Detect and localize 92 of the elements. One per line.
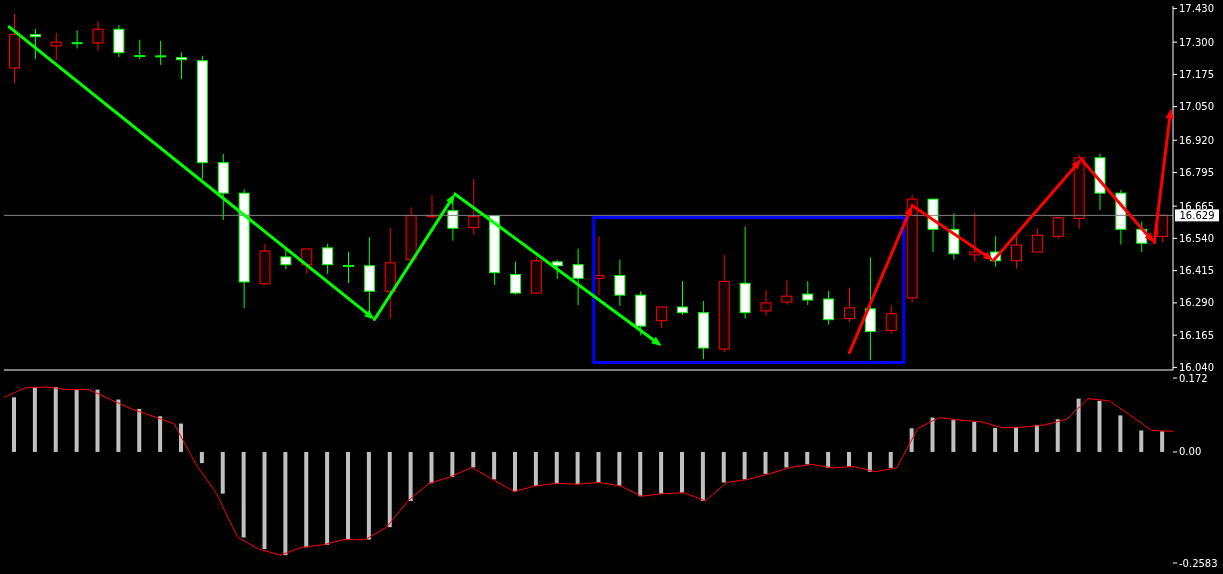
bar xyxy=(554,451,559,484)
bar xyxy=(95,389,100,452)
bar xyxy=(429,451,434,484)
bar xyxy=(888,451,893,468)
candlestick xyxy=(113,24,125,58)
bar xyxy=(596,451,601,483)
candlestick xyxy=(760,289,772,317)
bar xyxy=(53,387,58,452)
candlestick xyxy=(92,20,104,52)
bar xyxy=(408,451,413,501)
candlestick xyxy=(259,243,271,286)
bar xyxy=(471,451,476,468)
bar xyxy=(721,451,726,483)
candlestick xyxy=(697,300,709,360)
bar xyxy=(972,421,977,452)
y-tick-label: 17.050 xyxy=(1179,101,1214,113)
bar xyxy=(680,451,684,493)
y-tick-label: 0.172 xyxy=(1179,372,1208,384)
bar xyxy=(638,451,643,497)
bar xyxy=(492,451,497,480)
candlestick xyxy=(71,29,83,49)
bar xyxy=(199,451,204,464)
bar xyxy=(1160,431,1165,452)
bar xyxy=(575,451,580,485)
ref-line-label: 16.629 xyxy=(1179,210,1215,222)
bar xyxy=(513,451,517,492)
bar xyxy=(784,451,789,468)
bar xyxy=(993,427,998,452)
y-tick-label: 16.795 xyxy=(1179,167,1214,179)
bar xyxy=(262,451,267,550)
bar xyxy=(137,408,142,452)
candlestick xyxy=(677,280,688,316)
y-tick-label: 17.430 xyxy=(1179,3,1214,15)
bar xyxy=(1139,430,1144,452)
bar xyxy=(826,451,831,468)
bar xyxy=(930,417,935,452)
bar xyxy=(763,451,768,474)
bar xyxy=(742,451,747,480)
y-tick-label: 16.665 xyxy=(1179,200,1214,212)
bar xyxy=(951,420,956,452)
bar xyxy=(867,451,872,472)
candlestick xyxy=(844,287,855,323)
bar xyxy=(74,389,79,452)
candlestick xyxy=(906,194,918,303)
bar xyxy=(346,451,350,540)
y-tick-label: 16.165 xyxy=(1179,329,1214,341)
candlestick xyxy=(238,188,250,309)
bar xyxy=(1014,427,1018,452)
bar xyxy=(450,451,455,477)
bar xyxy=(283,451,288,556)
bar xyxy=(1055,419,1060,452)
bar xyxy=(1076,398,1081,452)
y-tick-label: 17.300 xyxy=(1179,36,1214,48)
candlestick xyxy=(1073,153,1085,230)
candlestick xyxy=(447,202,459,242)
candlestick xyxy=(593,235,605,296)
bar xyxy=(805,451,810,465)
candlestick xyxy=(176,51,187,80)
bar xyxy=(659,451,664,494)
candlestick xyxy=(468,178,480,236)
bar xyxy=(1097,400,1102,452)
bar xyxy=(366,451,371,540)
y-tick-label: 17.175 xyxy=(1179,68,1214,80)
bar xyxy=(304,451,309,548)
y-tick-label: 16.290 xyxy=(1179,297,1214,309)
bar xyxy=(220,451,225,494)
bar xyxy=(1118,415,1123,452)
y-tick-label: 16.415 xyxy=(1179,265,1214,277)
bar xyxy=(241,451,246,538)
bar xyxy=(116,399,121,452)
y-tick-label: 16.540 xyxy=(1179,232,1214,244)
candlestick xyxy=(739,225,751,320)
bar xyxy=(1034,424,1039,452)
bar xyxy=(12,397,16,452)
bar xyxy=(387,451,392,528)
bar xyxy=(533,451,538,486)
y-tick-label: 16.920 xyxy=(1179,134,1214,146)
candlestick xyxy=(572,248,584,306)
bar xyxy=(158,416,163,452)
bar xyxy=(325,451,330,545)
candlestick xyxy=(280,248,292,270)
candlestick xyxy=(864,256,876,361)
bar xyxy=(32,387,37,452)
candlestick xyxy=(9,13,20,84)
candlestick xyxy=(781,279,793,305)
y-tick-label: 0.00 xyxy=(1179,446,1202,458)
candlestick xyxy=(614,259,626,307)
y-tick-label: -0.2583 xyxy=(1179,557,1218,569)
y-tick-label: 16.040 xyxy=(1179,361,1214,373)
bar xyxy=(617,451,622,486)
bar xyxy=(847,451,851,467)
bar xyxy=(700,451,705,501)
